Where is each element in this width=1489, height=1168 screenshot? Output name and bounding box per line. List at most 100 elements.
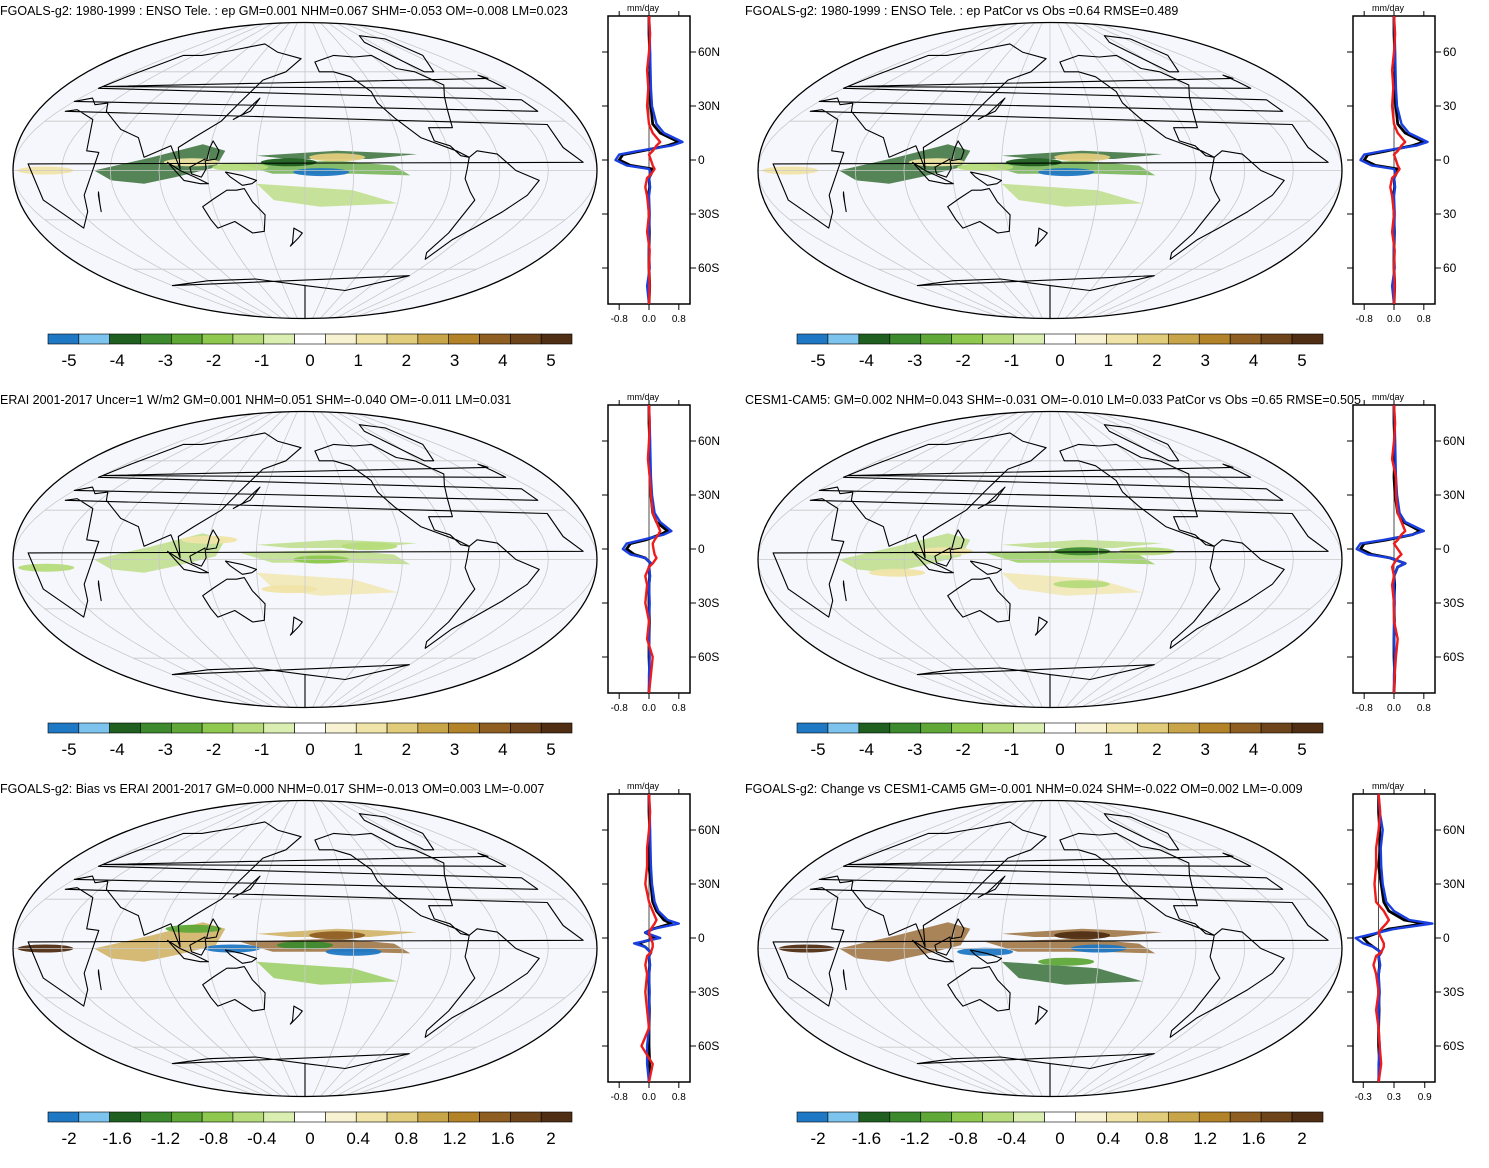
colorbar-label: 5: [1297, 351, 1306, 370]
colorbar-label: -1: [254, 351, 269, 370]
colorbar-cell: [170, 722, 203, 734]
coastline: [1169, 928, 1285, 1038]
colorbar-cell: [448, 1111, 480, 1123]
panel: CESM1-CAM5: GM=0.002 NHM=0.043 SHM=-0.03…: [745, 389, 1489, 778]
x-tick-label: 0.8: [672, 314, 686, 324]
colorbar-label: -2: [206, 351, 221, 370]
map-border: [757, 799, 1343, 1098]
colorbar-label: -0.4: [247, 1129, 276, 1148]
profile-series-blue: [632, 793, 680, 1083]
colorbar-cell: [479, 1111, 511, 1123]
coastline: [189, 547, 207, 567]
colorbar-label: 1.6: [1242, 1129, 1266, 1148]
coastline: [1059, 54, 1215, 158]
coastline: [27, 887, 584, 1007]
colorbar-label: 2: [546, 1129, 555, 1148]
lat-tick-label: 60S: [1443, 1039, 1464, 1053]
anomaly-core: [309, 931, 366, 940]
coastline: [202, 577, 266, 623]
coastline: [847, 74, 1252, 89]
colorbar-label: 1.2: [1193, 1129, 1217, 1148]
map: [12, 21, 598, 320]
colorbar-label: 3: [450, 351, 459, 370]
colorbar-cell: [325, 722, 357, 734]
zonal-mean-profile: mm/day 60N 30N 0 30S 60S -0.8 0.0 0.8: [602, 781, 720, 1102]
colorbar-cell: [448, 333, 480, 345]
lat-tick-label: 30N: [698, 99, 720, 113]
x-tick-label: -0.8: [1356, 703, 1374, 713]
colorbar-label: -2: [810, 1129, 825, 1148]
units-label: mm/day: [1372, 781, 1405, 791]
profile-series-red: [1372, 793, 1391, 1083]
x-tick-label: 0.3: [1387, 1092, 1401, 1102]
units-label: mm/day: [627, 392, 660, 402]
coastline: [202, 188, 266, 234]
coastline: [934, 936, 952, 956]
colorbar-label: 0: [1055, 351, 1064, 370]
anomaly-core: [869, 568, 926, 577]
panel-title: FGOALS-g2: 1980-1999 : ENSO Tele. : ep P…: [745, 4, 1179, 18]
colorbar-cell: [982, 333, 1014, 345]
colorbar-label: -4: [110, 740, 125, 759]
coastline: [224, 949, 258, 964]
coastline: [911, 550, 954, 574]
colorbar-label: -5: [810, 351, 825, 370]
coastline: [934, 158, 952, 178]
coastline: [977, 875, 1006, 899]
coastline: [772, 109, 1329, 229]
lat-tick-label: 60S: [698, 650, 719, 664]
colorbar-cell: [951, 722, 983, 734]
colorbar-label: 5: [546, 740, 555, 759]
colorbar-cell: [78, 333, 110, 345]
colorbar-cell: [1013, 1111, 1045, 1123]
colorbar-cell: [1075, 1111, 1107, 1123]
coastline: [102, 852, 507, 867]
colorbar-cell: [951, 333, 983, 345]
colorbar-cell: [140, 722, 172, 734]
shaded-region: [1001, 183, 1143, 207]
coastline: [847, 852, 1252, 867]
colorbar: -2 -1.6 -1.2 -0.8 -0.4 0 0.4 0.8 1.2 1.6 2: [796, 1111, 1324, 1148]
colorbar-label: -5: [810, 740, 825, 759]
colorbar-cell: [109, 722, 141, 734]
colorbar: -5 -4 -3 -2 -1 0 1 2 3 4 5: [47, 333, 573, 370]
coastline: [842, 191, 847, 213]
colorbar-cell: [796, 333, 829, 345]
coastline: [232, 486, 261, 510]
colorbar-cell: [355, 1111, 388, 1123]
colorbar-cell: [1198, 333, 1231, 345]
colorbar-cell: [78, 722, 110, 734]
colorbar-cell: [1044, 333, 1076, 345]
colorbar-label: 0.8: [395, 1129, 419, 1148]
colorbar-cell: [232, 1111, 265, 1123]
coastline: [232, 97, 261, 121]
colorbar-label: -1.6: [103, 1129, 132, 1148]
colorbar-cell: [827, 722, 860, 734]
colorbar-cell: [417, 1111, 450, 1123]
anomaly-core: [1054, 547, 1111, 556]
coastline: [358, 813, 435, 851]
colorbar-cell: [1260, 333, 1293, 345]
colorbar-cell: [827, 333, 860, 345]
colorbar-cell: [510, 722, 542, 734]
zonal-mean-profile: mm/day 60 30 0 30 60 -0.8 0.0 0.8: [1347, 3, 1457, 324]
coastline: [916, 275, 1155, 319]
anomaly-core: [309, 153, 366, 162]
colorbar-cell: [858, 1111, 891, 1123]
colorbar-label: 2: [1152, 351, 1161, 370]
shaded-region: [256, 183, 398, 207]
lat-tick-label: 60N: [1443, 434, 1465, 448]
coastline: [27, 109, 584, 229]
map-border: [757, 21, 1343, 320]
colorbar-label: -0.4: [997, 1129, 1026, 1148]
colorbar-label: 0: [305, 351, 314, 370]
coastline: [205, 529, 220, 551]
anomaly-core: [212, 163, 269, 172]
coastline: [818, 43, 1284, 170]
lat-tick-label: 30S: [1443, 596, 1464, 610]
colorbar-cell: [232, 333, 265, 345]
colorbar-cell: [858, 333, 891, 345]
colorbar-cell: [140, 1111, 172, 1123]
coastline: [424, 928, 540, 1038]
colorbar-cell: [201, 333, 234, 345]
